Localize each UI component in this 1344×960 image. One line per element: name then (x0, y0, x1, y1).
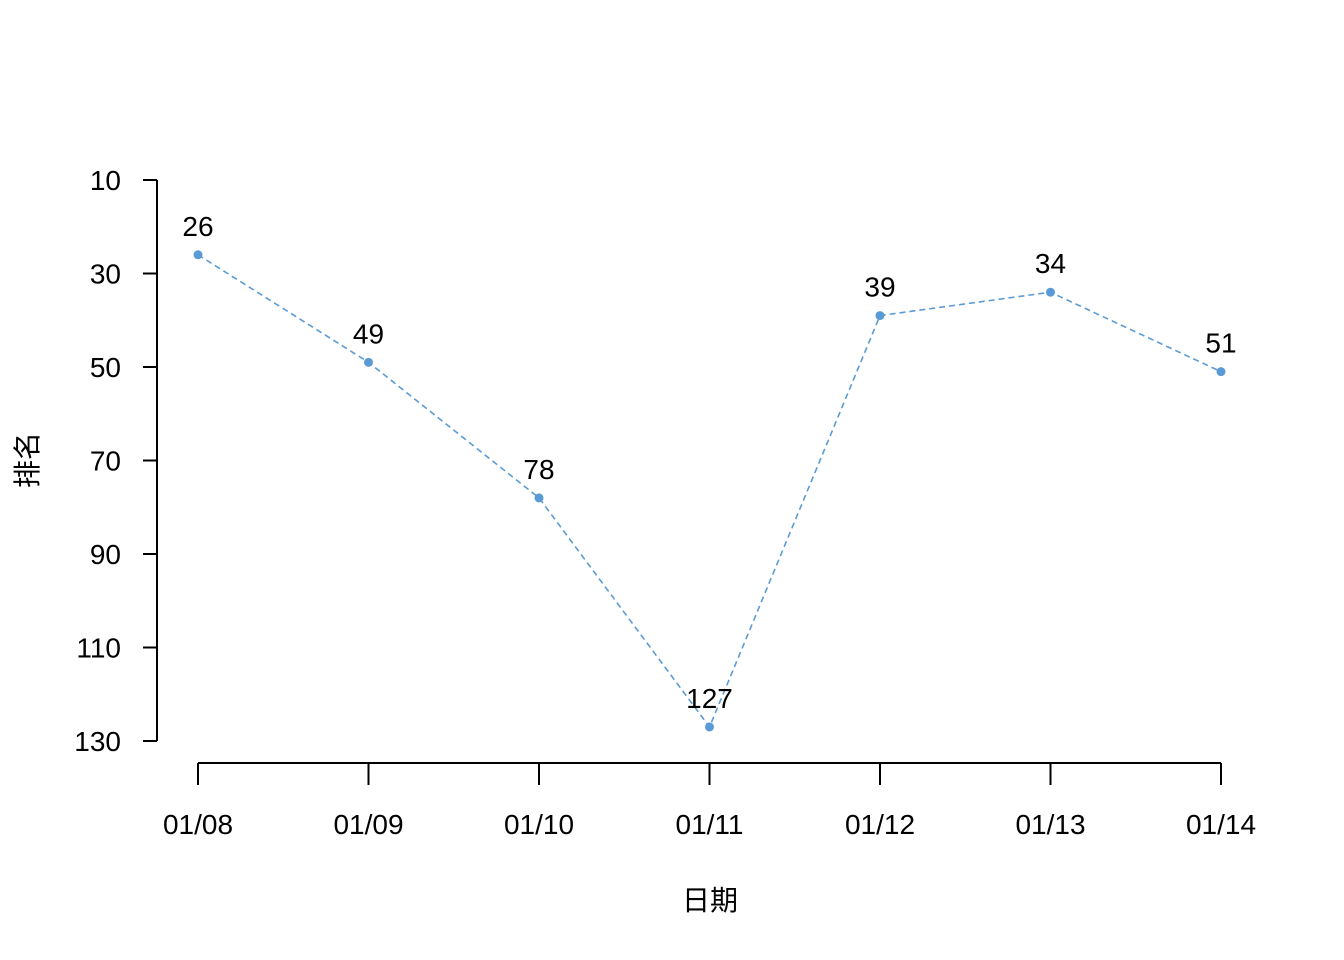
data-label: 78 (523, 454, 554, 485)
data-label: 26 (182, 211, 213, 242)
data-point (534, 493, 544, 503)
data-point (193, 250, 203, 260)
y-axis-title: 排名 (12, 432, 43, 488)
y-axis: 10 30 50 70 90 110 130 (74, 165, 158, 757)
x-tick-label: 01/09 (333, 809, 403, 840)
x-tick-label: 01/10 (504, 809, 574, 840)
y-tick-label: 70 (90, 446, 121, 477)
data-point (1216, 367, 1226, 377)
data-label: 49 (353, 318, 384, 349)
data-point (875, 311, 885, 321)
x-tick-label: 01/12 (845, 809, 915, 840)
x-tick-label: 01/14 (1186, 809, 1256, 840)
data-label: 34 (1035, 248, 1066, 279)
x-axis-title: 日期 (682, 885, 738, 916)
x-tick-label: 01/11 (676, 809, 744, 840)
y-tick-label: 10 (90, 165, 121, 196)
y-tick-label: 90 (90, 539, 121, 570)
y-tick-label: 50 (90, 352, 121, 383)
x-tick-label: 01/08 (163, 809, 233, 840)
data-point (705, 722, 714, 732)
data-label: 39 (864, 272, 895, 303)
y-tick-label: 110 (76, 633, 121, 664)
series-layer (193, 250, 1226, 732)
data-labels-layer: 26 49 78 127 39 34 51 (182, 211, 1236, 714)
data-label: 127 (686, 683, 733, 714)
y-tick-label: 130 (74, 726, 121, 757)
y-tick-label: 30 (90, 259, 121, 290)
x-axis: 01/08 01/09 01/10 01/11 01/12 01/13 01/14 (163, 762, 1256, 840)
data-label: 51 (1205, 328, 1236, 359)
series-line (197, 254, 1222, 729)
data-point (1046, 287, 1055, 297)
x-tick-label: 01/13 (1015, 809, 1085, 840)
data-point (364, 357, 373, 367)
